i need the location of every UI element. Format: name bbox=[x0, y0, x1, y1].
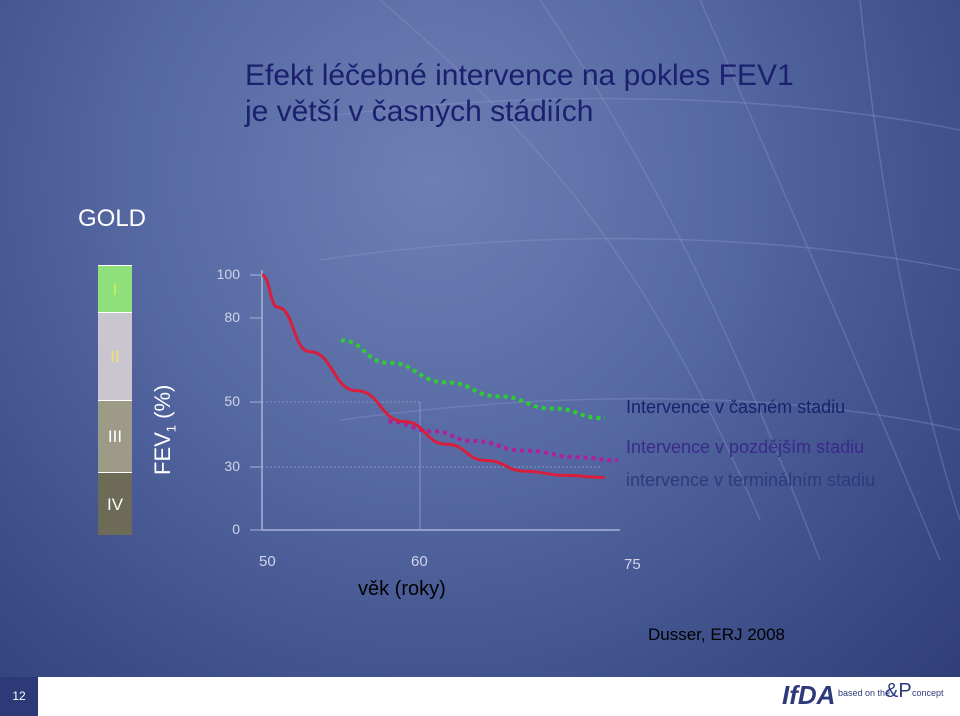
slide-number: 12 bbox=[0, 677, 38, 716]
ifda-logo: IfDA bbox=[782, 680, 836, 710]
x-tick-label: 50 bbox=[259, 553, 276, 570]
x-tick-label: 75 bbox=[624, 556, 641, 573]
legend-label-3: intervence v terminálním stadiu bbox=[626, 470, 876, 490]
gold-stage-1: I bbox=[98, 265, 132, 312]
title-line-2: je větší v časných stádiích bbox=[245, 95, 594, 128]
gold-stage-label: II bbox=[110, 347, 120, 366]
gold-label: GOLD bbox=[78, 205, 147, 232]
logo-mark: &P bbox=[885, 680, 912, 702]
gold-stage-label: IV bbox=[106, 495, 124, 514]
series-line-1 bbox=[340, 338, 605, 421]
y-tick-label: 0 bbox=[232, 521, 240, 537]
gold-stage-3: III bbox=[98, 400, 132, 472]
series-line-3 bbox=[261, 273, 605, 479]
gold-stage-label: I bbox=[112, 280, 118, 299]
title-line-1: Efekt léčebné intervence na pokles FEV1 bbox=[245, 59, 794, 92]
gold-stage-4: IV bbox=[98, 472, 132, 535]
gold-stage-2: II bbox=[98, 312, 132, 400]
logo-tagline-2: concept bbox=[912, 688, 944, 698]
footer-bar bbox=[0, 677, 960, 716]
y-tick-label: 30 bbox=[224, 458, 240, 474]
logo-tagline: based on the bbox=[838, 688, 891, 698]
legend-label-1: Intervence v časném stadiu bbox=[626, 397, 846, 417]
x-tick-label: 60 bbox=[411, 553, 428, 570]
y-tick-label: 80 bbox=[224, 309, 240, 325]
gold-stage-label: III bbox=[107, 427, 123, 446]
y-tick-label: 100 bbox=[216, 266, 240, 282]
series-line-2 bbox=[388, 419, 619, 463]
y-tick-label: 50 bbox=[224, 393, 240, 409]
legend-label-2: Intervence v pozdějším stadiu bbox=[626, 437, 865, 457]
x-axis-label: věk (roky) bbox=[358, 578, 446, 600]
source-citation: Dusser, ERJ 2008 bbox=[648, 625, 786, 644]
slide-title: Efekt léčebné intervence na pokles FEV1 … bbox=[245, 58, 794, 130]
